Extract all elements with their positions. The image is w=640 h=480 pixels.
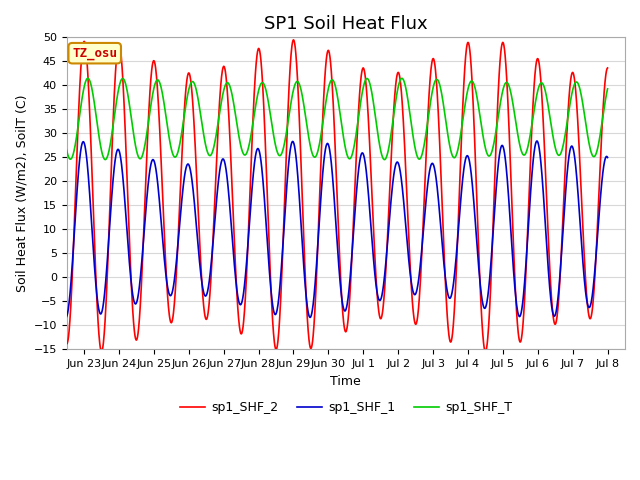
sp1_SHF_2 bbox=[317, 158, 325, 164]
sp1_SHF_1 bbox=[533, 138, 541, 144]
sp1_SHF_1 bbox=[588, 297, 595, 303]
sp1_SHF_T bbox=[588, 151, 595, 156]
sp1_SHF_2 bbox=[482, 348, 490, 354]
Line: sp1_SHF_T: sp1_SHF_T bbox=[49, 78, 607, 160]
sp1_SHF_T bbox=[604, 86, 611, 92]
sp1_SHF_1 bbox=[485, 281, 493, 287]
X-axis label: Time: Time bbox=[330, 374, 361, 387]
sp1_SHF_T bbox=[74, 126, 81, 132]
Title: SP1 Soil Heat Flux: SP1 Soil Heat Flux bbox=[264, 15, 428, 33]
sp1_SHF_T bbox=[317, 132, 325, 138]
sp1_SHF_T bbox=[45, 85, 53, 91]
sp1_SHF_2 bbox=[604, 65, 611, 71]
sp1_SHF_T bbox=[302, 118, 310, 123]
sp1_SHF_T bbox=[486, 153, 493, 159]
sp1_SHF_2 bbox=[74, 131, 81, 137]
sp1_SHF_2 bbox=[302, 294, 310, 300]
Line: sp1_SHF_1: sp1_SHF_1 bbox=[49, 141, 607, 317]
sp1_SHF_2 bbox=[588, 310, 596, 315]
sp1_SHF_2 bbox=[588, 312, 595, 317]
Y-axis label: Soil Heat Flux (W/m2), SoilT (C): Soil Heat Flux (W/m2), SoilT (C) bbox=[15, 95, 28, 292]
sp1_SHF_1 bbox=[74, 176, 82, 181]
sp1_SHF_1 bbox=[317, 193, 325, 199]
sp1_SHF_T bbox=[588, 152, 596, 157]
Line: sp1_SHF_2: sp1_SHF_2 bbox=[49, 40, 607, 351]
sp1_SHF_2 bbox=[486, 310, 493, 316]
Text: TZ_osu: TZ_osu bbox=[72, 47, 117, 60]
sp1_SHF_2 bbox=[290, 37, 298, 43]
sp1_SHF_1 bbox=[588, 295, 596, 301]
sp1_SHF_2 bbox=[45, 54, 53, 60]
sp1_SHF_1 bbox=[302, 294, 310, 300]
sp1_SHF_1 bbox=[604, 155, 611, 160]
sp1_SHF_T bbox=[84, 75, 92, 81]
Legend: sp1_SHF_2, sp1_SHF_1, sp1_SHF_T: sp1_SHF_2, sp1_SHF_1, sp1_SHF_T bbox=[175, 396, 517, 419]
sp1_SHF_1 bbox=[45, 141, 53, 147]
sp1_SHF_1 bbox=[62, 314, 70, 320]
sp1_SHF_T bbox=[381, 157, 388, 163]
